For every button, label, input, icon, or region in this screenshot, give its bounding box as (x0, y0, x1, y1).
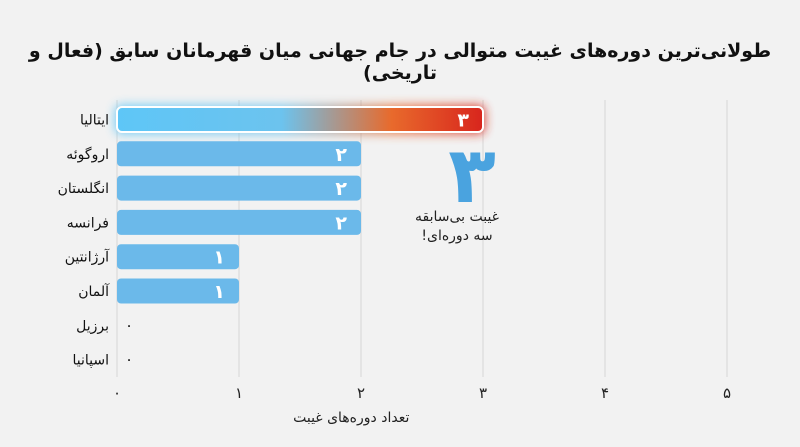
bar-value-label: ۰ (125, 316, 133, 334)
bar-value-label: ۱ (213, 247, 225, 269)
bar-value-label: ۲ (335, 212, 347, 234)
bar (117, 175, 361, 201)
category-label: اروگوئه (66, 146, 109, 163)
category-label: ایتالیا (80, 113, 109, 129)
x-tick-label: ۵ (723, 384, 731, 402)
bar-value-label: ۱ (213, 281, 225, 303)
bar (117, 244, 239, 270)
callout-number: ۳ (448, 131, 496, 221)
callout-line-1: غیبت بی‌سابقه (414, 209, 499, 225)
bar (117, 141, 361, 167)
category-label: فرانسه (67, 215, 109, 231)
bar-value-label: ۰ (125, 351, 133, 369)
bar (117, 209, 361, 235)
chart-title: طولانی‌ترین دوره‌های غیبت متوالی در جام … (28, 40, 772, 84)
callout-line-2: سه دوره‌ای! (421, 228, 493, 244)
callout-text: غیبت بی‌سابقه سه دوره‌ای! (402, 208, 512, 246)
category-label: آلمان (78, 283, 110, 300)
x-tick-label: ۳ (479, 384, 487, 402)
bar-value-label: ۳ (457, 110, 469, 132)
category-label: انگلستان (58, 180, 109, 197)
x-tick-label: ۱ (235, 384, 243, 402)
category-label: برزیل (76, 318, 109, 334)
x-tick-label: ۴ (601, 384, 609, 402)
x-axis-label: تعداد دوره‌های غیبت (293, 410, 409, 426)
bar-value-label: ۲ (335, 144, 347, 166)
category-label: آرژانتین (65, 249, 110, 266)
bar (117, 278, 239, 304)
bar-highlight (116, 106, 484, 133)
x-tick-label: ۲ (357, 384, 365, 402)
category-label: اسپانیا (73, 353, 110, 369)
x-tick-label: ۰ (113, 384, 121, 402)
bar-value-label: ۲ (335, 178, 347, 200)
